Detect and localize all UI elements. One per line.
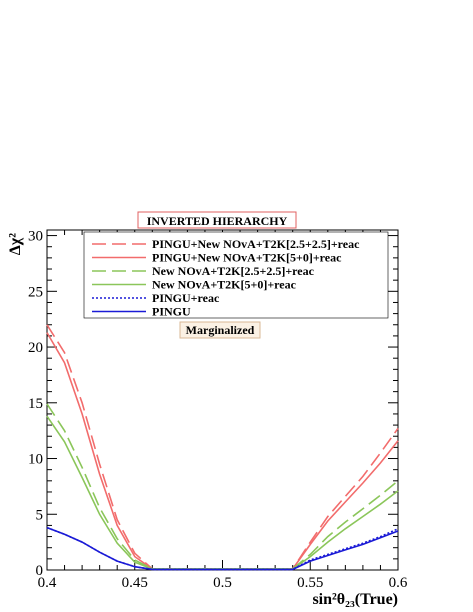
axis-ticks: 0.4 0.45 0.5 0.55 0.6 0 5 10 15 20 25 30 <box>28 229 408 591</box>
legend-label: New NOvA+T2K[2.5+2.5]+reac <box>152 264 315 278</box>
y-tick-label: 25 <box>28 284 43 300</box>
x-tick-label: 0.55 <box>297 575 323 591</box>
chart-title: INVERTED HIERARCHY <box>147 214 288 228</box>
y-tick-label: 15 <box>28 396 43 412</box>
y-tick-label: 30 <box>28 229 43 245</box>
x-tick-label: 0.6 <box>389 575 408 591</box>
annotation-label: Marginalized <box>186 323 255 337</box>
y-tick-label: 0 <box>36 563 44 579</box>
y-tick-label: 5 <box>36 507 44 523</box>
legend-box <box>83 231 389 319</box>
legend-label: New NOvA+T2K[5+0]+reac <box>152 278 297 292</box>
legend-label: PINGU <box>152 305 191 319</box>
legend: PINGU+New NOvA+T2K[2.5+2.5]+reacPINGU+Ne… <box>92 237 360 319</box>
annotation-box <box>179 321 261 339</box>
series-lines <box>46 324 399 571</box>
x-tick-label: 0.5 <box>213 575 232 591</box>
series-line-1 <box>46 324 399 570</box>
y-tick-label: 10 <box>28 452 43 468</box>
x-tick-label: 0.4 <box>38 575 57 591</box>
legend-label: PINGU+New NOvA+T2K[5+0]+reac <box>152 251 342 265</box>
y-tick-label: 20 <box>28 340 43 356</box>
series-line-6 <box>46 526 399 571</box>
x-axis-title: sin²θ₂₃(True) <box>312 591 398 608</box>
x-tick-label: 0.45 <box>122 575 148 591</box>
y-axis-title: Δχ² <box>7 233 24 255</box>
legend-label: PINGU+reac <box>152 291 220 305</box>
title-box <box>137 211 297 229</box>
legend-label: PINGU+New NOvA+T2K[2.5+2.5]+reac <box>152 237 360 251</box>
